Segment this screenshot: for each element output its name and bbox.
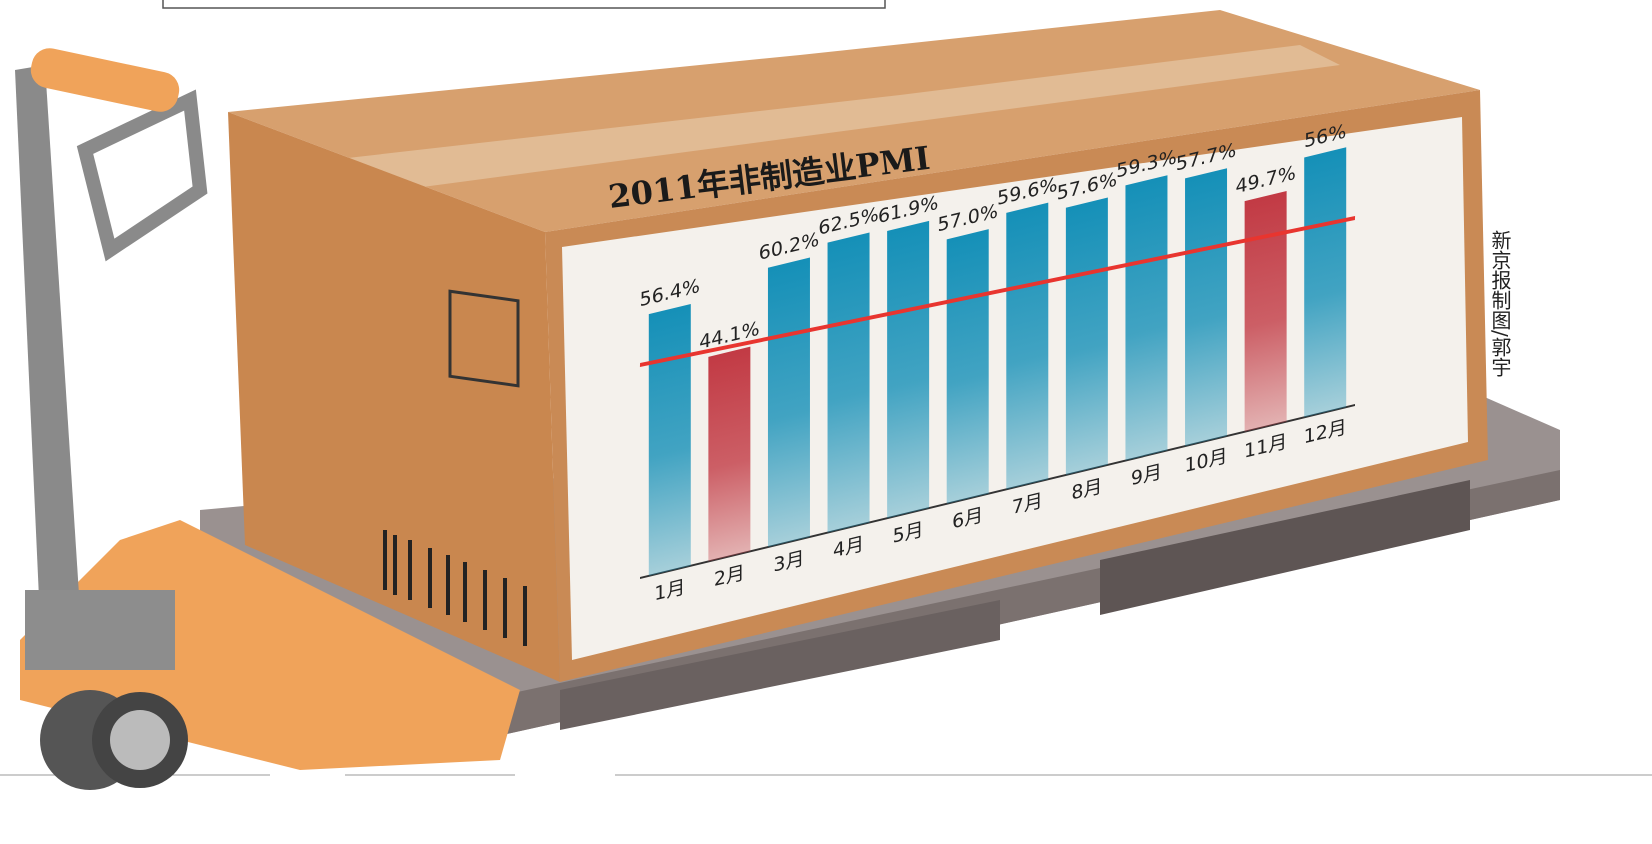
- bar: [1304, 147, 1346, 417]
- bar: [828, 232, 870, 532]
- bar: [1125, 175, 1167, 460]
- frame: [163, 0, 885, 8]
- bar: [1066, 198, 1108, 475]
- bar: [1185, 168, 1227, 446]
- wheel-hub: [110, 710, 170, 770]
- bar: [708, 347, 750, 562]
- truck-handle: [15, 65, 80, 620]
- bar: [768, 258, 810, 547]
- bar: [649, 304, 691, 576]
- truck-body: [25, 590, 175, 670]
- bar: [947, 229, 989, 504]
- credit: 新京报制图/郭宇: [1488, 230, 1512, 377]
- bar: [1006, 203, 1048, 490]
- truck-handle: [85, 100, 200, 250]
- truck-grip: [27, 45, 182, 115]
- bar: [1245, 191, 1287, 432]
- infographic: 2011年非制造业PMI 新京报制图/郭宇 56.4%1月44.1%2月60.2…: [0, 0, 1652, 844]
- bar: [887, 221, 929, 518]
